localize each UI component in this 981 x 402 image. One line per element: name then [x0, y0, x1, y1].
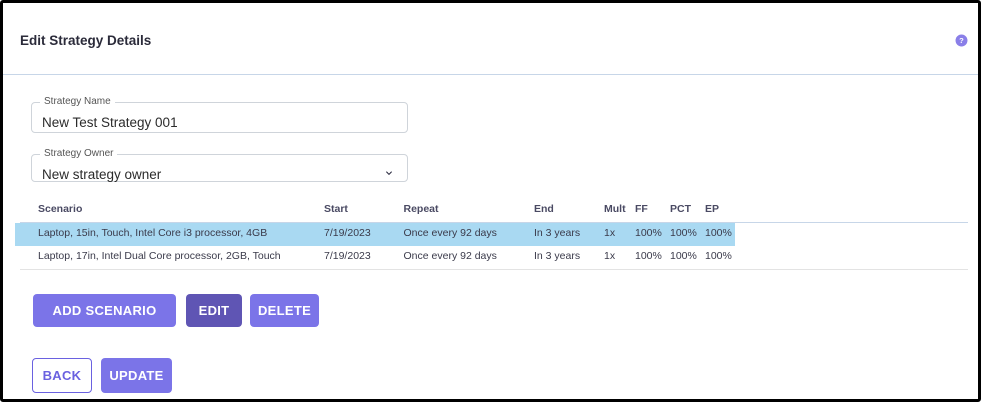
svg-text:?: ?: [959, 36, 964, 45]
